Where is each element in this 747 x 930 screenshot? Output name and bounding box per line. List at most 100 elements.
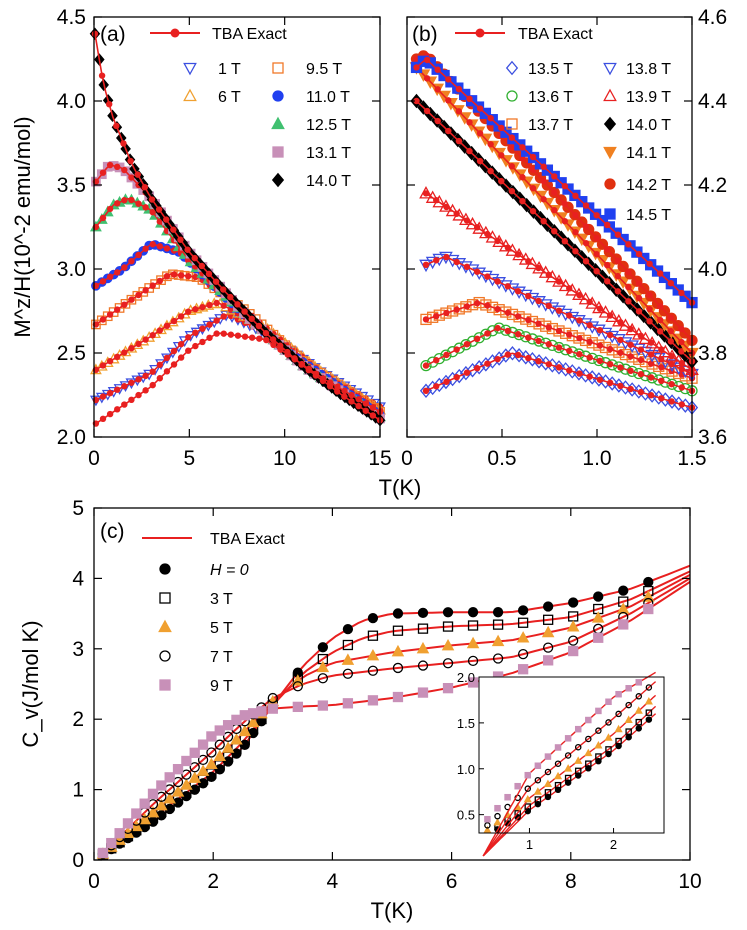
tba-point <box>484 302 491 309</box>
inset-point <box>615 690 622 698</box>
panel-a-frame <box>93 16 381 438</box>
inset-point <box>564 752 572 759</box>
tba-point <box>128 258 135 265</box>
data-point <box>541 625 555 638</box>
data-point <box>367 695 379 706</box>
data-point <box>164 772 175 783</box>
tba-point <box>551 207 558 214</box>
tba-point <box>355 402 362 410</box>
inset-frame <box>478 676 665 834</box>
y-tick-label: 3.6 <box>698 426 727 449</box>
data-point <box>317 673 329 684</box>
inset-point <box>574 756 583 764</box>
data-point <box>646 372 658 384</box>
tba-point <box>572 192 579 200</box>
inset-point <box>494 804 501 812</box>
tba-point <box>114 200 121 207</box>
data-point <box>420 359 432 372</box>
tba-point <box>206 301 213 309</box>
data-point <box>465 216 480 230</box>
data-point <box>292 701 303 713</box>
x-tick-label: 10 <box>273 447 296 470</box>
tba-point <box>348 391 355 399</box>
tba-point <box>473 300 481 307</box>
tba-point <box>114 306 121 313</box>
inset-point <box>523 794 532 803</box>
data-point <box>492 607 504 618</box>
tba-point <box>646 318 653 325</box>
tba-point <box>657 328 664 335</box>
legend-marker <box>158 619 172 633</box>
series-c-4 <box>97 603 654 859</box>
inset-point <box>484 815 491 823</box>
data-point <box>553 341 565 354</box>
inset-point <box>585 760 592 767</box>
tba-point <box>127 157 134 165</box>
tba-point <box>348 398 355 405</box>
tba-point <box>120 140 127 147</box>
tba-point <box>566 285 573 292</box>
tba-fit-b-5 <box>413 97 696 365</box>
tba-point <box>627 385 634 393</box>
tba-point <box>657 270 664 277</box>
tba-point <box>149 209 156 216</box>
tba-point <box>606 345 614 353</box>
panel-a-background <box>94 17 380 437</box>
inset-x-tick-label: 2 <box>610 837 617 852</box>
tba-point <box>555 327 563 335</box>
data-point <box>317 700 329 711</box>
tba-point <box>156 375 164 382</box>
data-point <box>231 748 242 759</box>
tba-point <box>106 389 114 397</box>
tba-point <box>205 270 213 278</box>
data-point <box>592 372 605 387</box>
tba-point <box>434 86 441 93</box>
data-point <box>467 620 479 631</box>
data-point <box>342 698 354 709</box>
data-point <box>391 644 405 657</box>
y-tick-label: 2.0 <box>57 426 86 449</box>
data-point <box>366 648 380 661</box>
tba-point <box>678 338 685 346</box>
tba-point <box>627 353 634 360</box>
tba-point <box>291 356 298 363</box>
legend-marker <box>183 62 197 76</box>
tba-point <box>606 331 614 339</box>
x-tick-label: 0 <box>88 447 100 470</box>
tba-point <box>434 66 441 73</box>
tba-point <box>561 182 569 190</box>
data-point <box>460 301 472 313</box>
tba-point <box>163 273 171 280</box>
legend-marker <box>271 116 285 130</box>
inset-point <box>534 776 542 784</box>
data-point <box>441 638 455 651</box>
tba-point <box>128 296 135 303</box>
tba-point <box>170 271 178 278</box>
tba-point <box>163 322 171 330</box>
legend-label: 5 T <box>210 620 233 637</box>
data-point <box>480 299 492 311</box>
tba-point <box>121 401 128 408</box>
tba-point <box>128 345 135 352</box>
tba-point <box>678 401 685 408</box>
tba-point <box>566 347 573 355</box>
tba-point <box>504 244 512 251</box>
data-point <box>417 687 429 698</box>
tba-point <box>453 258 460 266</box>
legend-marker <box>159 679 171 691</box>
legend-marker <box>603 146 617 160</box>
tba-point <box>487 115 494 122</box>
data-point <box>572 366 586 381</box>
tba-point <box>540 163 547 170</box>
tba-point <box>572 212 579 219</box>
data-point <box>467 655 479 667</box>
tba-point <box>220 313 227 320</box>
tba-point <box>433 312 440 320</box>
tba-point <box>445 97 452 104</box>
x-tick-label: 6 <box>446 870 458 893</box>
tba-point <box>466 119 473 126</box>
tba-point <box>227 293 234 301</box>
data-point <box>440 349 452 361</box>
tba-point <box>540 196 547 203</box>
tba-point <box>142 372 149 380</box>
